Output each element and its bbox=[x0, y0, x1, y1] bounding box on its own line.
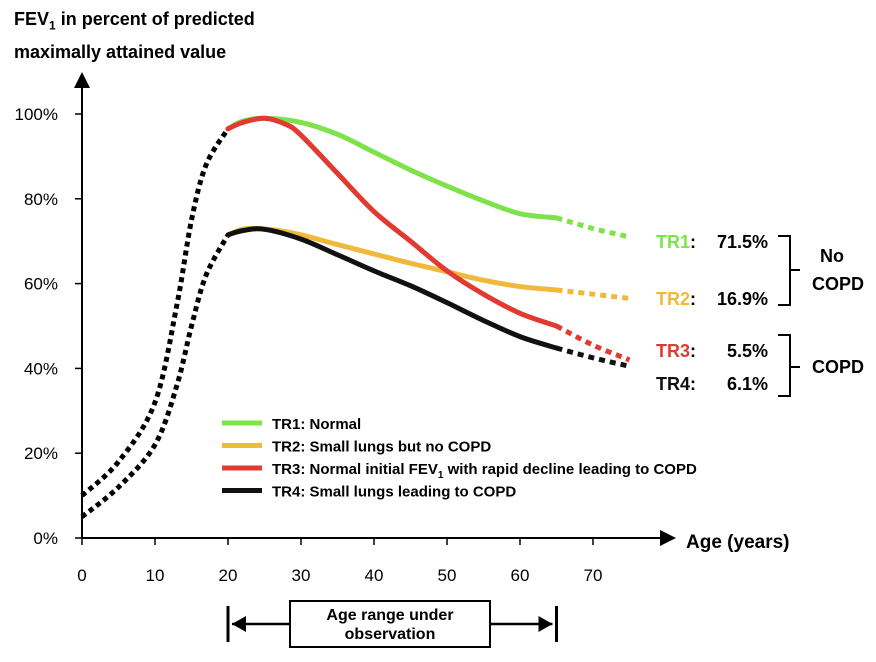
y-axis-label-line2: maximally attained value bbox=[14, 41, 227, 62]
x-tick-label: 20 bbox=[219, 566, 238, 585]
axes: Age (years) bbox=[74, 72, 790, 553]
brace-no-copd bbox=[778, 235, 800, 306]
prevalence-value-tr4: 6.1% bbox=[727, 374, 768, 394]
observation-label-line1: Age range under bbox=[326, 607, 453, 624]
legend-label-tr2: TR2: Small lungs but no COPD bbox=[272, 439, 491, 456]
trajectory-code: TR1 bbox=[656, 232, 690, 252]
y-axis-label-rest: in percent of predicted bbox=[55, 9, 255, 29]
series-extrapolation-tr3 bbox=[555, 323, 631, 363]
legend-label-tr3: TR3: Normal initial FEV1 with rapid decl… bbox=[272, 461, 697, 481]
prevalence-label-tr4: TR4: bbox=[656, 374, 696, 394]
y-tick-label: 60% bbox=[24, 275, 58, 294]
x-tick-label: 60 bbox=[511, 566, 530, 585]
legend: TR1: Normal TR2: Small lungs but no COPD T… bbox=[222, 416, 697, 501]
childhood-growth-curve bbox=[80, 233, 231, 519]
trajectory-code: TR4 bbox=[656, 374, 690, 394]
x-tick-label: 10 bbox=[146, 566, 165, 585]
observation-range: Age range under observation bbox=[226, 600, 558, 648]
prevalence-label-tr1: TR1: bbox=[656, 232, 696, 252]
trajectory-prevalence-labels: TR1: 71.5% TR2: 16.9% TR3: 5.5% TR4: 6.1% No COPD… bbox=[656, 232, 864, 397]
y-tick-label: 100% bbox=[15, 105, 58, 124]
x-axis-label: Age (years) bbox=[686, 532, 790, 553]
trajectory-colon: : bbox=[690, 289, 696, 309]
observation-label-line2: observation bbox=[345, 626, 436, 643]
y-tick-label: 0% bbox=[33, 529, 58, 548]
x-tick-label: 70 bbox=[584, 566, 603, 585]
x-tick-label: 50 bbox=[438, 566, 457, 585]
series-line-tr1 bbox=[225, 115, 559, 221]
childhood-curves bbox=[80, 127, 231, 519]
prevalence-value-tr1: 71.5% bbox=[717, 232, 768, 252]
x-tick-label: 40 bbox=[365, 566, 384, 585]
observation-right-arrowhead bbox=[538, 616, 553, 632]
y-tick-label: 20% bbox=[24, 444, 58, 463]
series-extrapolation-tr4 bbox=[555, 345, 631, 369]
trajectory-colon: : bbox=[690, 341, 696, 361]
y-tick-label: 80% bbox=[24, 190, 58, 209]
legend-label-tr4: TR4: Small lungs leading to COPD bbox=[272, 484, 516, 501]
x-tick-label: 30 bbox=[292, 566, 311, 585]
childhood-growth-curve bbox=[80, 127, 231, 498]
legend-label-tr1: TR1: Normal bbox=[272, 416, 361, 433]
trajectory-code: TR2 bbox=[656, 289, 690, 309]
group-label-copd: COPD bbox=[812, 357, 864, 377]
series-lines bbox=[225, 115, 631, 369]
series-line-tr4 bbox=[225, 226, 559, 351]
brace-copd bbox=[778, 334, 800, 397]
prevalence-label-tr2: TR2: bbox=[656, 289, 696, 309]
x-tick-label: 0 bbox=[77, 566, 86, 585]
trajectory-colon: : bbox=[690, 374, 696, 394]
y-axis-label: FEV1 in percent of predicted maximally a… bbox=[14, 6, 255, 65]
y-axis-label-subscript: 1 bbox=[49, 18, 56, 33]
prevalence-value-tr3: 5.5% bbox=[727, 341, 768, 361]
group-label-no: No bbox=[820, 246, 844, 266]
series-line-tr3 bbox=[225, 115, 559, 329]
y-tick-label: 40% bbox=[24, 359, 58, 378]
series-extrapolation-tr1 bbox=[555, 215, 631, 240]
prevalence-label-tr3: TR3: bbox=[656, 341, 696, 361]
trajectory-code: TR3 bbox=[656, 341, 690, 361]
series-extrapolation-tr2 bbox=[556, 287, 630, 301]
trajectory-colon: : bbox=[690, 232, 696, 252]
tick-group: 0 10 20 30 40 50 60 70 0% 20% 40% 60% 80% 100% bbox=[15, 105, 603, 585]
y-axis-label-fev: FEV bbox=[14, 9, 50, 29]
observation-label-box bbox=[289, 600, 491, 648]
prevalence-value-tr2: 16.9% bbox=[717, 289, 768, 309]
observation-left-arrowhead bbox=[232, 616, 246, 632]
group-label-no-copd: COPD bbox=[812, 274, 864, 294]
